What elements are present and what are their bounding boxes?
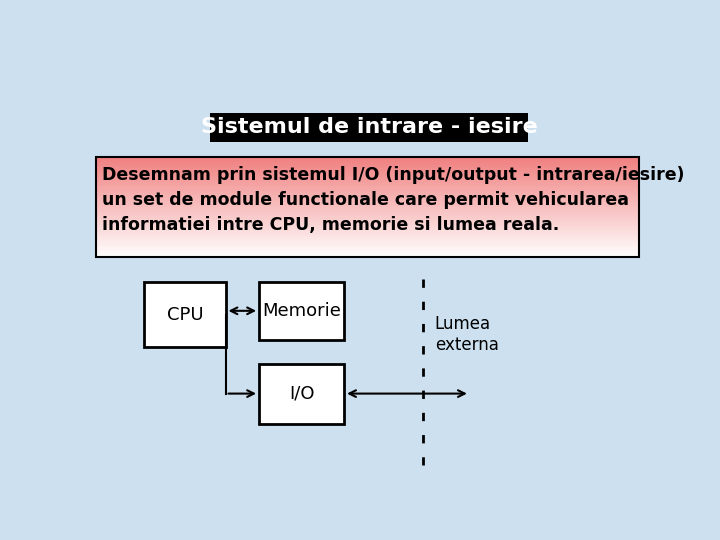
- Bar: [96, 235, 639, 237]
- Bar: [96, 233, 639, 235]
- Text: Lumea
externa: Lumea externa: [435, 315, 499, 354]
- Bar: [96, 166, 639, 167]
- Bar: [96, 254, 639, 255]
- Bar: [96, 172, 639, 174]
- Bar: [96, 190, 639, 191]
- Bar: [96, 185, 639, 186]
- Bar: [96, 212, 639, 214]
- Bar: [96, 197, 639, 199]
- Text: Desemnam prin sistemul I/O (input/output - intrarea/iesire)
un set de module fun: Desemnam prin sistemul I/O (input/output…: [102, 166, 685, 234]
- Bar: [96, 216, 639, 218]
- Bar: [96, 227, 639, 229]
- Bar: [96, 175, 639, 177]
- Bar: [144, 282, 225, 347]
- Bar: [96, 217, 639, 219]
- Bar: [96, 220, 639, 221]
- Bar: [96, 246, 639, 248]
- Bar: [96, 226, 639, 228]
- Bar: [96, 236, 639, 238]
- Bar: [210, 112, 528, 142]
- Bar: [96, 255, 639, 256]
- Bar: [96, 193, 639, 195]
- Bar: [96, 244, 639, 245]
- Bar: [96, 225, 639, 226]
- Bar: [96, 184, 639, 185]
- Bar: [96, 188, 639, 190]
- Text: Sistemul de intrare - iesire: Sistemul de intrare - iesire: [201, 117, 537, 137]
- Bar: [96, 252, 639, 254]
- Bar: [96, 167, 639, 169]
- Bar: [96, 192, 639, 194]
- Bar: [96, 165, 639, 166]
- Bar: [96, 248, 639, 250]
- Bar: [96, 210, 639, 211]
- Bar: [96, 202, 639, 204]
- Bar: [96, 157, 639, 257]
- Bar: [259, 282, 344, 340]
- Bar: [96, 195, 639, 197]
- Bar: [96, 157, 639, 159]
- Bar: [96, 170, 639, 171]
- Bar: [96, 181, 639, 183]
- Bar: [96, 242, 639, 244]
- Bar: [96, 179, 639, 180]
- Bar: [96, 199, 639, 200]
- Bar: [96, 247, 639, 249]
- Bar: [96, 224, 639, 225]
- Bar: [96, 207, 639, 209]
- Bar: [96, 239, 639, 240]
- Text: Memorie: Memorie: [262, 302, 341, 320]
- Bar: [96, 161, 639, 163]
- Bar: [96, 230, 639, 232]
- Bar: [96, 200, 639, 201]
- Bar: [96, 241, 639, 242]
- Bar: [96, 208, 639, 210]
- Bar: [96, 182, 639, 184]
- Bar: [96, 206, 639, 208]
- Bar: [96, 162, 639, 164]
- Bar: [96, 219, 639, 220]
- Bar: [96, 168, 639, 170]
- Bar: [96, 158, 639, 160]
- Bar: [96, 171, 639, 173]
- Bar: [96, 204, 639, 205]
- Bar: [96, 173, 639, 175]
- Bar: [96, 186, 639, 187]
- Bar: [96, 222, 639, 224]
- Bar: [259, 363, 344, 423]
- Bar: [96, 232, 639, 234]
- Bar: [96, 213, 639, 215]
- Bar: [96, 211, 639, 213]
- Bar: [96, 221, 639, 222]
- Bar: [96, 160, 639, 161]
- Bar: [96, 180, 639, 181]
- Bar: [96, 215, 639, 217]
- Bar: [96, 196, 639, 198]
- Bar: [96, 177, 639, 179]
- Text: I/O: I/O: [289, 384, 315, 403]
- Bar: [96, 191, 639, 193]
- Bar: [96, 237, 639, 239]
- Bar: [96, 231, 639, 233]
- Bar: [96, 205, 639, 206]
- Bar: [96, 187, 639, 189]
- Bar: [96, 201, 639, 202]
- Bar: [96, 176, 639, 178]
- Bar: [96, 245, 639, 246]
- Bar: [96, 228, 639, 230]
- Bar: [96, 250, 639, 252]
- Bar: [96, 240, 639, 241]
- Text: CPU: CPU: [166, 306, 203, 323]
- Bar: [96, 164, 639, 165]
- Bar: [96, 251, 639, 253]
- Bar: [96, 256, 639, 258]
